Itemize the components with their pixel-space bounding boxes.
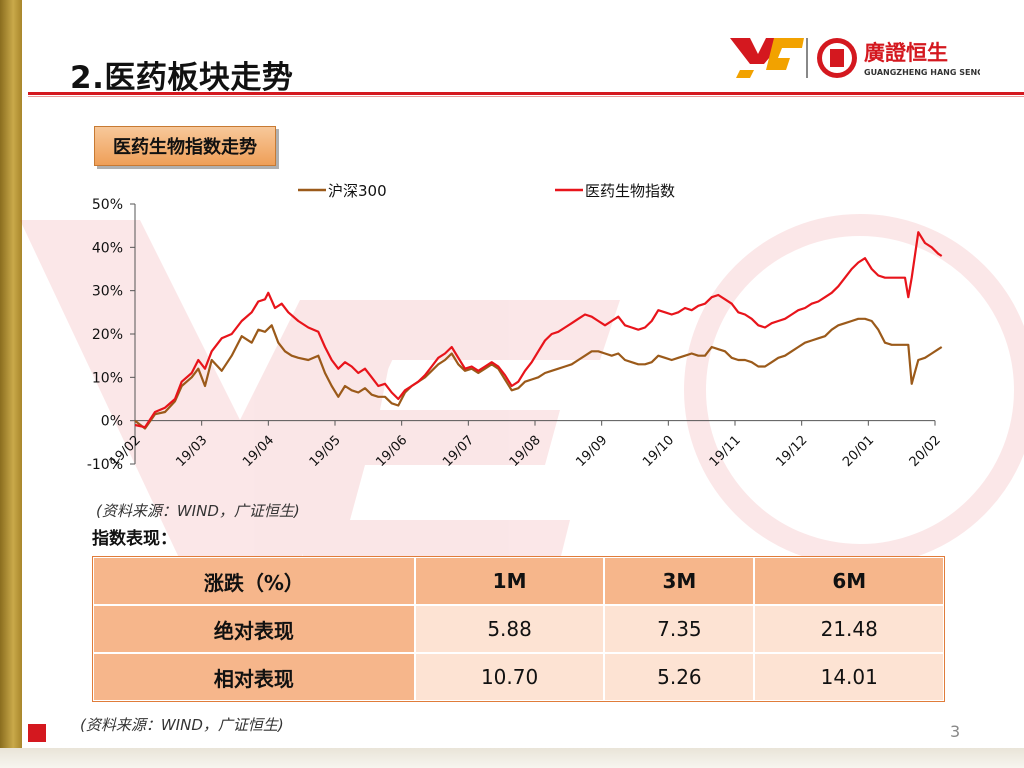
y-tick-label: 20% (92, 327, 123, 343)
section-badge: 医药生物指数走势 (94, 126, 276, 166)
row-label: 绝对表现 (92, 604, 416, 654)
company-logo: 廣證恒生 GUANGZHENG HANG SENG (730, 38, 980, 78)
series-line (134, 231, 943, 429)
x-tick-label: 19/05 (307, 433, 344, 470)
y-tick-label: 0% (101, 414, 123, 430)
line-chart: -10% 0% 10% 20% 30% 40% 50% 19/02 19/03 19/04 19/0… (87, 182, 944, 473)
table-title: 指数表现： (92, 529, 177, 549)
y-tick-label: 40% (92, 240, 123, 256)
x-tick-label: 19/12 (773, 433, 810, 470)
y-tick-label: 30% (92, 284, 123, 300)
table-row: 绝对表现 5.88 7.35 21.48 (92, 604, 945, 654)
x-tick-label: 19/04 (240, 433, 277, 470)
x-tick-label: 19/08 (507, 433, 544, 470)
ye-logo-icon (730, 38, 804, 78)
source-note: (资料来源：WIND，广证恒生) (96, 502, 300, 520)
x-tick-label: 20/01 (840, 433, 877, 470)
logo-cn-text: 廣證恒生 (864, 41, 948, 65)
table-cell: 7.35 (603, 604, 756, 654)
bottom-decor-bar (0, 748, 1024, 768)
x-tick-label: 20/02 (907, 433, 944, 470)
table-cell: 5.88 (413, 604, 606, 654)
y-tick-label: 10% (92, 370, 123, 386)
corner-square (28, 724, 46, 742)
x-tick-label: 19/07 (440, 433, 477, 470)
page-number: 3 (950, 722, 961, 741)
x-tick-label: 19/06 (373, 433, 410, 470)
table-row: 相对表现 10.70 5.26 14.01 (92, 652, 945, 702)
gzhs-seal-icon (817, 38, 857, 78)
table-header-row: 涨跌（%） 1M 3M 6M (92, 556, 945, 606)
table-cell: 14.01 (753, 652, 945, 702)
table-cell: 21.48 (753, 604, 945, 654)
left-decor-bar (0, 0, 22, 748)
title-underline (28, 92, 1024, 95)
header-cell: 6M (753, 556, 945, 606)
table-cell: 5.26 (603, 652, 756, 702)
series-line (134, 317, 943, 430)
x-tick-label: 19/03 (173, 433, 210, 470)
x-tick-label: 19/10 (640, 433, 677, 470)
legend-label: 沪深300 (328, 182, 387, 200)
table-cell: 10.70 (413, 652, 606, 702)
page-title: 2.医药板块走势 (70, 60, 294, 96)
header-cell: 3M (603, 556, 756, 606)
x-tick-label: 19/11 (707, 433, 744, 470)
row-label: 相对表现 (92, 652, 416, 702)
performance-table: 涨跌（%） 1M 3M 6M 绝对表现 5.88 7.35 21.48 相对表现… (92, 556, 945, 702)
legend-label: 医药生物指数 (585, 182, 675, 200)
header-cell: 1M (413, 556, 606, 606)
source-note-bottom: (资料来源：WIND，广证恒生) (80, 716, 284, 734)
y-tick-label: -10% (87, 457, 123, 473)
x-tick-label: 19/02 (107, 433, 144, 470)
logo-en-text: GUANGZHENG HANG SENG (864, 68, 980, 77)
y-tick-label: 50% (92, 197, 123, 213)
x-tick-label: 19/09 (573, 433, 610, 470)
title-underline-thin (28, 96, 1024, 97)
header-cell: 涨跌（%） (92, 556, 416, 606)
